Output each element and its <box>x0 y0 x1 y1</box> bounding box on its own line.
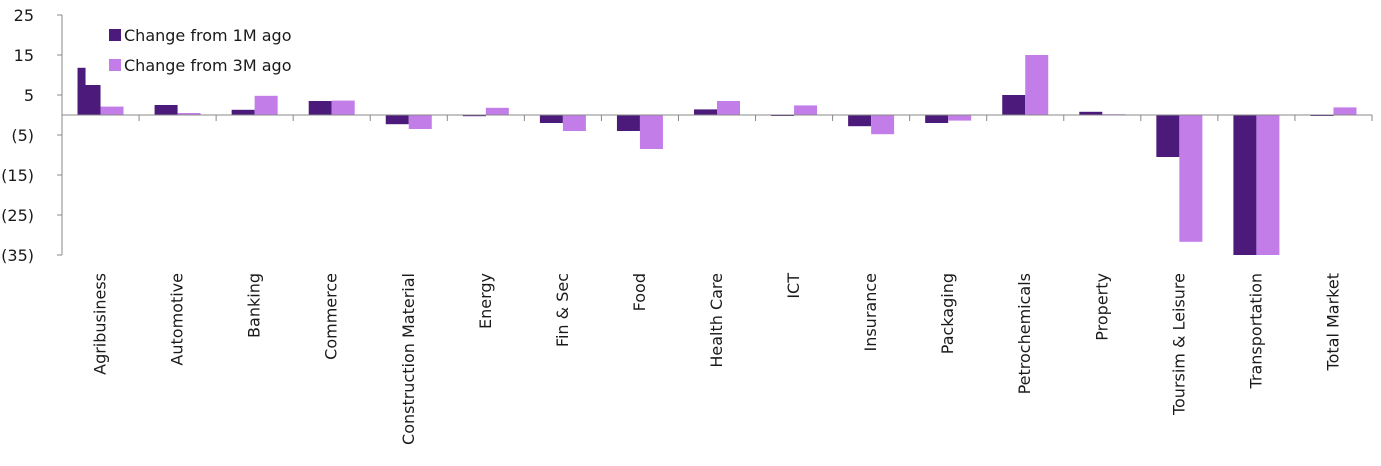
category-label: Construction Material <box>399 273 418 445</box>
bar-1m <box>1156 115 1180 157</box>
x-axis: Agribusiness Automotive Banking Commerce Con… <box>61 114 1373 445</box>
bar-3m <box>948 115 972 121</box>
y-tick-label: (25) <box>1 206 34 225</box>
bar-3m <box>717 101 740 115</box>
bar-3m <box>639 115 663 149</box>
category-label: Agribusiness <box>91 273 110 375</box>
bar-1m <box>1079 111 1103 115</box>
legend-swatch <box>109 29 121 41</box>
bar-1m <box>539 115 563 123</box>
category-label: Health Care <box>707 273 726 368</box>
bar-3m <box>408 115 432 129</box>
category-label: Property <box>1092 273 1111 341</box>
y-axis: 25 15 5 (5) (15) (25) (35) <box>1 6 63 265</box>
legend-label: Change from 3M ago <box>124 56 291 75</box>
bar-1m-peak <box>77 67 86 115</box>
bar-1m <box>1002 95 1026 115</box>
bar-1m <box>231 109 255 115</box>
bar-1m <box>694 109 717 115</box>
bar-3m <box>1256 115 1280 255</box>
legend-swatch <box>109 59 121 71</box>
bar-3m <box>1333 107 1357 115</box>
category-label: Transportation <box>1246 273 1265 390</box>
bar-1m <box>616 115 640 131</box>
y-tick-label: (35) <box>1 246 34 265</box>
bar-3m <box>254 95 278 115</box>
bar-3m <box>177 113 201 115</box>
category-label: Total Market <box>1323 273 1342 371</box>
y-tick-label: (5) <box>11 126 34 145</box>
category-label: Petrochemicals <box>1015 273 1034 394</box>
bar-3m <box>794 105 818 115</box>
category-label: Insurance <box>861 273 880 352</box>
bar-1m <box>154 105 178 115</box>
category-label: Banking <box>245 273 264 338</box>
category-label: Energy <box>476 273 495 329</box>
category-label: Toursim & Leisure <box>1169 273 1188 416</box>
y-tick-label: 15 <box>14 46 34 65</box>
bar-3m <box>562 115 586 131</box>
category-label: Commerce <box>322 273 341 360</box>
bar-1m <box>385 115 409 125</box>
bars <box>77 55 1357 255</box>
bar-1m <box>1233 115 1257 255</box>
bar-3m <box>871 115 895 135</box>
bar-1m <box>848 115 872 127</box>
category-label: ICT <box>784 273 803 299</box>
bar-3m <box>1025 55 1049 115</box>
y-tick-label: (15) <box>1 166 34 185</box>
bar-1m <box>925 115 949 123</box>
bar-3m <box>1179 115 1203 242</box>
category-label: Automotive <box>168 273 187 366</box>
bar-3m <box>485 107 509 115</box>
bar-3m <box>100 106 124 115</box>
legend: Change from 1M ago Change from 3M ago <box>109 26 291 75</box>
category-label: Packaging <box>938 273 957 354</box>
legend-label: Change from 1M ago <box>124 26 291 45</box>
bar-1m <box>462 115 486 117</box>
y-tick-label: 25 <box>14 6 34 25</box>
y-tick-label: 5 <box>24 86 34 105</box>
category-label: Food <box>630 273 649 311</box>
category-label: Fin & Sec <box>553 273 572 347</box>
bar-1m <box>308 101 332 115</box>
bar-3m <box>331 100 355 115</box>
